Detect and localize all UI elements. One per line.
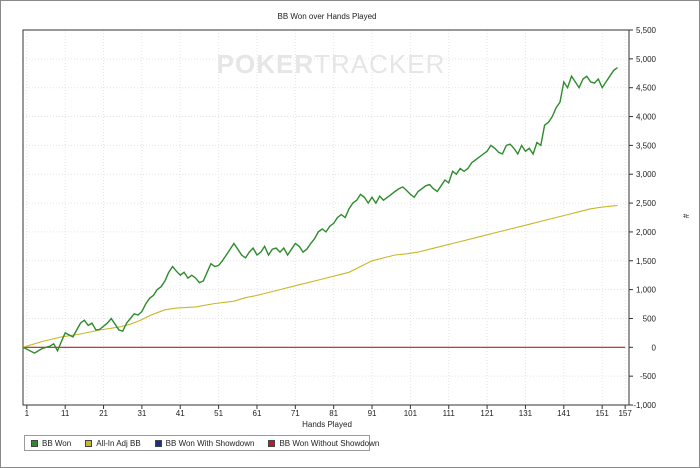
x-tick-label: 141: [557, 409, 571, 418]
watermark-bold: POKER: [217, 49, 314, 79]
y-tick-label: 2,500: [636, 199, 657, 208]
legend-item[interactable]: BB Won: [31, 439, 71, 448]
x-tick-label: 41: [176, 409, 185, 418]
x-tick-label: 121: [480, 409, 494, 418]
y-tick-label: -500: [640, 372, 657, 381]
plot-area: [22, 29, 630, 406]
y-tick-label: 3,500: [636, 141, 657, 150]
y-tick-label: 500: [643, 314, 657, 323]
x-tick-label: 111: [443, 409, 456, 418]
legend-label: BB Won: [42, 438, 72, 448]
legend-swatch: [31, 439, 38, 447]
y-tick-label: 2,000: [636, 228, 657, 237]
y-tick-label: 1,000: [636, 286, 657, 295]
y-tick-label: 0: [652, 343, 657, 352]
series-line-all-in-adj-bb: [22, 204, 618, 348]
legend-label: BB Won With Showdown: [165, 438, 255, 448]
x-tick-label: 1: [25, 409, 30, 418]
y-axis: 5,500 5,000 4,500 4,000 3,500 3,000 2,500 2,000…: [629, 26, 657, 410]
grid-layer: [23, 29, 629, 406]
chart-title: BB Won over Hands Played: [277, 12, 376, 21]
x-tick-label: 21: [99, 409, 108, 418]
legend: BB Won All-In Adj BB BB Won With Showdown B…: [24, 435, 379, 451]
x-tick-label: 157: [618, 409, 632, 418]
y-tick-label: 5,000: [636, 55, 657, 64]
legend-label: All-In Adj BB: [96, 438, 141, 448]
watermark: POKERTRACKER: [217, 49, 446, 79]
legend-label: BB Won Without Showdown: [279, 438, 380, 448]
watermark-light: TRACKER: [314, 49, 445, 79]
x-tick-label: 71: [291, 409, 300, 418]
y-tick-label: 4,000: [636, 113, 657, 122]
legend-item[interactable]: All-In Adj BB: [85, 438, 141, 448]
x-tick-label: 101: [404, 409, 418, 418]
x-tick-label: 81: [329, 409, 338, 418]
legend-swatch: [268, 439, 276, 447]
x-tick-label: 31: [137, 409, 146, 418]
x-tick-label: 61: [253, 409, 262, 418]
series-line-bb-won: [22, 66, 618, 354]
y-tick-label: 5,500: [636, 26, 657, 35]
svg-text:POKERTRACKER: POKERTRACKER: [217, 49, 446, 79]
legend-item[interactable]: BB Won Without Showdown: [268, 439, 379, 448]
y-tick-label: 4,500: [636, 84, 657, 93]
y-tick-label: -1,000: [633, 401, 656, 410]
y-tick-label: 3,000: [636, 170, 657, 179]
x-tick-label: 51: [214, 409, 223, 418]
x-tick-label: 11: [61, 409, 70, 418]
x-axis: 1 11 21 31 41 51 61 71 81 91 101 111 121 131 141 151 157: [25, 405, 632, 418]
x-tick-label: 151: [595, 409, 609, 418]
legend-swatch: [154, 439, 162, 447]
y-axis-label: #: [681, 214, 690, 219]
legend-item[interactable]: BB Won With Showdown: [154, 438, 255, 448]
series-layer: [22, 66, 626, 354]
x-axis-label: Hands Played: [302, 420, 352, 429]
x-tick-label: 131: [519, 409, 533, 418]
y-tick-label: 1,500: [636, 257, 657, 266]
legend-swatch: [85, 439, 93, 447]
x-tick-label: 91: [368, 409, 377, 418]
